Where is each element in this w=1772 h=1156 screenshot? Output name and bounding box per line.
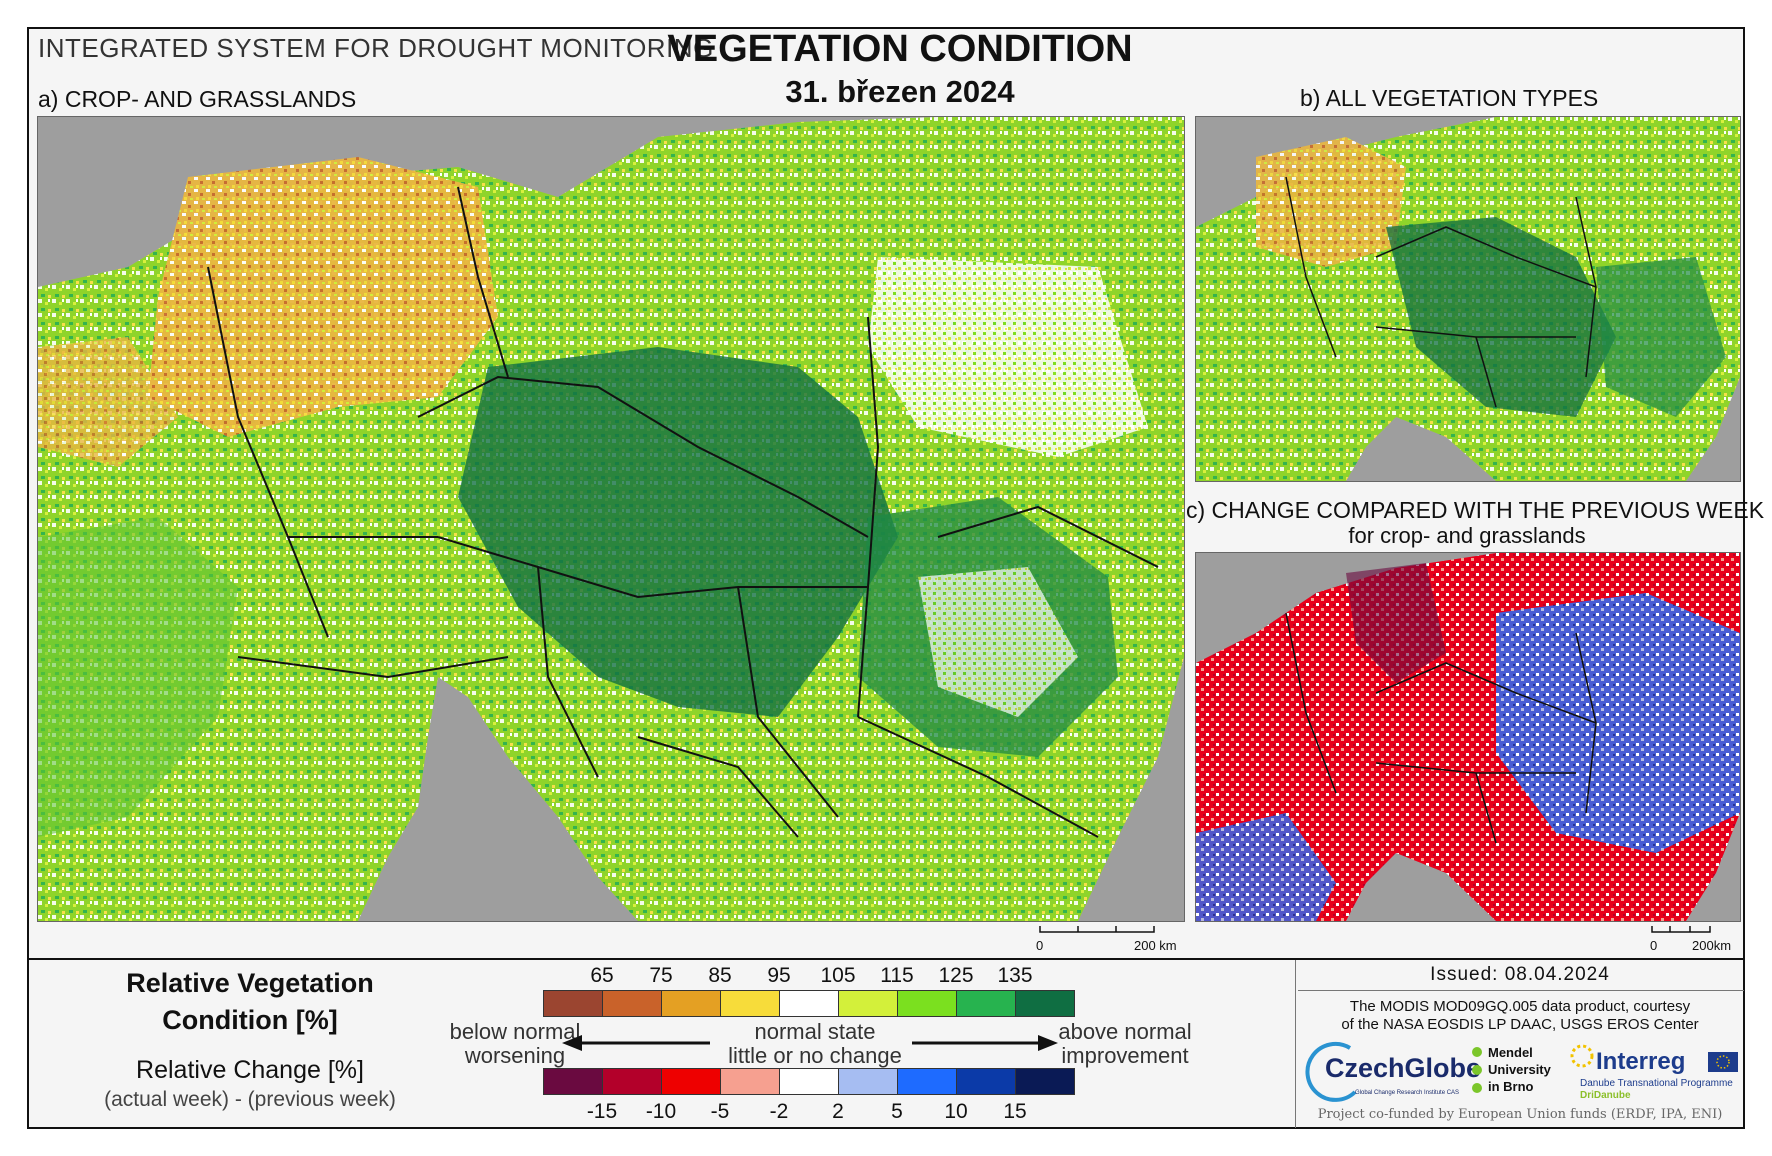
scalebar-c-end: 200km [1692, 938, 1732, 953]
legend-divider [1295, 960, 1296, 1128]
rc-swatch [543, 1068, 603, 1095]
rc-tick-label: 10 [944, 1100, 968, 1123]
czechglobe-logo: CzechGlobe [1325, 1053, 1482, 1083]
rvc-tick-label: 115 [880, 964, 914, 987]
above-line1: above normal [1058, 1019, 1192, 1044]
rc-swatch [602, 1068, 662, 1095]
rvc-swatch [1015, 990, 1075, 1017]
rvc-swatch [661, 990, 721, 1017]
rvc-swatch [897, 990, 957, 1017]
rc-swatch [956, 1068, 1016, 1095]
rvc-swatch [543, 990, 603, 1017]
right-arrow-icon [912, 1035, 1058, 1051]
panel-a-map [37, 116, 1185, 922]
above-line2: improvement [1061, 1043, 1189, 1068]
dridanube-logo: DriDanube [1580, 1090, 1631, 1101]
rc-subtitle: (actual week) - (previous week) [104, 1088, 396, 1111]
mendel-dots-icon [1472, 1047, 1482, 1093]
panel-b-label: b) ALL VEGETATION TYPES [1300, 85, 1599, 111]
left-arrow-icon [562, 1035, 710, 1051]
rc-title: Relative Change [%] [136, 1056, 364, 1084]
rvc-tick-label: 75 [649, 964, 673, 987]
info-divider [1298, 990, 1744, 991]
rvc-title-line2: Condition [%] [162, 1005, 338, 1035]
interreg-logo: Interreg [1596, 1048, 1686, 1075]
rc-tick-label: 5 [891, 1100, 903, 1123]
panel-b-raster [1196, 117, 1740, 481]
map-date: 31. březen 2024 [785, 74, 1015, 109]
normal-line1: normal state [754, 1019, 876, 1044]
rvc-tick-label: 95 [767, 964, 791, 987]
rc-swatch [1015, 1068, 1075, 1095]
below-line1: below normal [449, 1019, 581, 1044]
panel-c-label: c) CHANGE COMPARED WITH THE PREVIOUS WEE… [1186, 497, 1765, 523]
below-normal-label: below normal worsening [430, 1020, 600, 1068]
rc-tick-label: 2 [832, 1100, 844, 1123]
scalebar-c [1651, 926, 1711, 933]
panel-a-raster [38, 117, 1184, 921]
rc-tick-label: 15 [1003, 1100, 1027, 1123]
rvc-title-line1: Relative Vegetation [126, 968, 374, 998]
normal-state-label: normal state little or no change [715, 1020, 915, 1068]
rc-tick-label: -10 [645, 1100, 677, 1123]
rc-swatch [661, 1068, 721, 1095]
rvc-swatch [602, 990, 662, 1017]
funding-note: Project co-funded by European Union fund… [1317, 1107, 1723, 1122]
above-normal-label: above normal improvement [1040, 1020, 1210, 1068]
mendel-line2: University [1488, 1062, 1551, 1077]
czechglobe-logo-icon [1305, 1042, 1357, 1102]
mendel-line3: in Brno [1488, 1079, 1534, 1094]
rvc-swatch [838, 990, 898, 1017]
rc-swatch [779, 1068, 839, 1095]
legend-area [27, 958, 1745, 1129]
rc-tick-label: -2 [769, 1100, 789, 1123]
panel-a-label: a) CROP- AND GRASSLANDS [38, 86, 357, 112]
rvc-tick-label: 125 [938, 964, 974, 987]
interreg-subtitle: Danube Transnational Programme [1580, 1078, 1733, 1089]
panel-c-raster [1196, 553, 1740, 921]
eu-flag-icon [1708, 1052, 1738, 1072]
rc-tick-label: -5 [710, 1100, 730, 1123]
panel-c-map [1195, 552, 1741, 922]
mendel-line1: Mendel [1488, 1045, 1533, 1060]
mendel-logo: Mendel University in Brno [1488, 1044, 1551, 1095]
issued-date: Issued: 08.04.2024 [1430, 964, 1610, 985]
rc-swatch [838, 1068, 898, 1095]
rvc-tick-label: 135 [997, 964, 1033, 987]
source-line2: of the NASA EOSDIS LP DAAC, USGS EROS Ce… [1341, 1016, 1699, 1033]
scalebar-a [1039, 926, 1155, 933]
normal-line2: little or no change [728, 1043, 902, 1068]
rc-swatch [897, 1068, 957, 1095]
panel-c-sublabel: for crop- and grasslands [1348, 523, 1586, 548]
scalebar-a-end: 200 km [1134, 938, 1177, 953]
below-line2: worsening [464, 1043, 566, 1068]
interreg-star-icon [1570, 1044, 1594, 1068]
rvc-swatch [956, 990, 1016, 1017]
rc-swatch [720, 1068, 780, 1095]
rvc-swatch [720, 990, 780, 1017]
source-line1: The MODIS MOD09GQ.005 data product, cour… [1349, 998, 1691, 1015]
czechglobe-subtitle: Global Change Research Institute CAS [1355, 1090, 1460, 1096]
rvc-swatch [779, 990, 839, 1017]
rvc-tick-label: 105 [820, 964, 856, 987]
rc-tick-label: -15 [586, 1100, 618, 1123]
panel-b-map [1195, 116, 1741, 482]
system-title: INTEGRATED SYSTEM FOR DROUGHT MONITORING [38, 33, 714, 63]
rvc-tick-label: 85 [708, 964, 732, 987]
map-title: VEGETATION CONDITION [667, 28, 1133, 70]
scalebar-c-zero: 0 [1650, 938, 1658, 953]
scalebar-a-zero: 0 [1036, 938, 1044, 953]
rvc-tick-label: 65 [590, 964, 614, 987]
